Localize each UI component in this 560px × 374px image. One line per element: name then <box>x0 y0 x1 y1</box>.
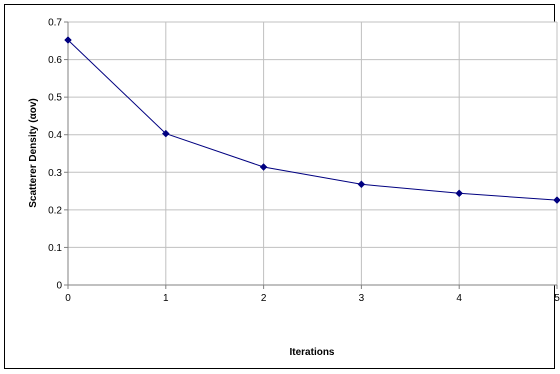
y-tick-label: 0 <box>56 281 62 292</box>
series-line <box>67 39 558 201</box>
x-tick-label: 1 <box>163 293 169 304</box>
x-tick-label: 3 <box>359 293 365 304</box>
y-tick-label: 0.4 <box>48 130 62 141</box>
data-point-marker <box>553 196 560 204</box>
data-series <box>64 36 560 204</box>
y-tick-label: 0.2 <box>48 205 62 216</box>
data-point-marker <box>259 163 268 171</box>
data-point-marker <box>357 180 366 189</box>
tick-labels: 0 0.1 0.2 0.3 0.4 0.5 0.6 0.7 0 1 2 3 4 5 <box>48 18 560 305</box>
data-point-marker <box>64 36 72 44</box>
y-tick-label: 0.1 <box>48 243 62 254</box>
y-tick-label: 0.3 <box>48 168 62 179</box>
axes <box>64 21 558 289</box>
x-tick-label: 4 <box>456 293 462 304</box>
x-axis-title: Iterations <box>289 347 334 358</box>
x-tick-label: 0 <box>65 293 71 304</box>
y-tick-label: 0.5 <box>48 93 62 104</box>
y-tick-label: 0.7 <box>48 18 62 29</box>
y-tick-label: 0.6 <box>48 55 62 66</box>
x-tick-label: 2 <box>261 293 267 304</box>
data-point-marker <box>161 129 170 138</box>
y-axis-title: Scatterer Density (αov) <box>28 98 39 208</box>
x-tick-label: 5 <box>554 293 560 304</box>
plot-area <box>68 22 557 285</box>
gridlines <box>68 21 558 285</box>
data-point-marker <box>455 189 464 198</box>
